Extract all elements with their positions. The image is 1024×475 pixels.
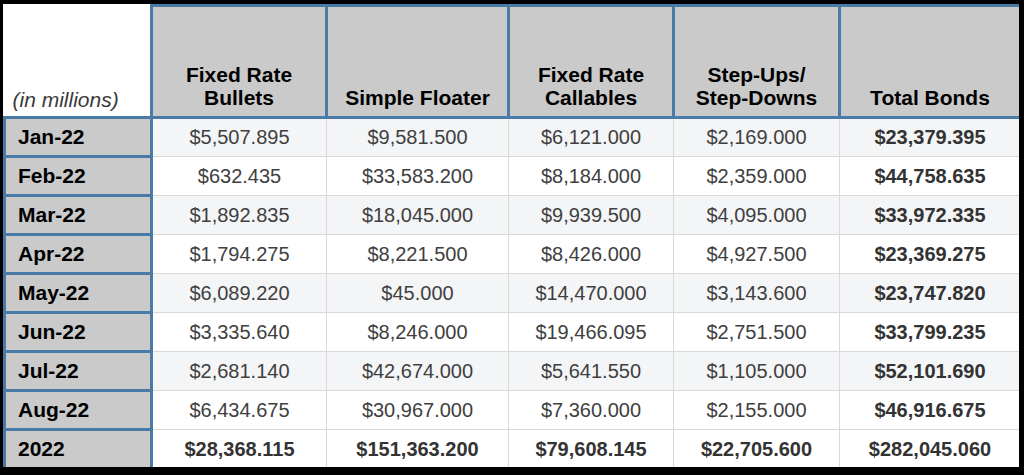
col-header-step-ups-step-downs: Step-Ups/ Step-Downs [674,6,840,118]
total-total-bonds: $282,045.060 [840,430,1021,469]
cell-jul-fixed-rate-callables: $5,641.550 [509,352,674,391]
row-label-may-22: May-22 [5,274,152,313]
cell-jul-total-bonds: $52,101.690 [840,352,1021,391]
table-row-mar-22: Mar-22 $1,892.835 $18,045.000 $9,939.500… [5,196,1021,235]
cell-jun-simple-floater: $8,246.000 [327,313,509,352]
row-label-jun-22: Jun-22 [5,313,152,352]
units-label: (in millions) [5,6,152,118]
table-row-aug-22: Aug-22 $6,434.675 $30,967.000 $7,360.000… [5,391,1021,430]
cell-jan-step-ups: $2,169.000 [674,118,840,157]
cell-feb-total-bonds: $44,758.635 [840,157,1021,196]
cell-mar-step-ups: $4,095.000 [674,196,840,235]
total-simple-floater: $151,363.200 [327,430,509,469]
cell-feb-step-ups: $2,359.000 [674,157,840,196]
cell-aug-fixed-rate-bullets: $6,434.675 [152,391,327,430]
cell-may-simple-floater: $45.000 [327,274,509,313]
cell-mar-fixed-rate-callables: $9,939.500 [509,196,674,235]
row-label-mar-22: Mar-22 [5,196,152,235]
cell-jun-fixed-rate-callables: $19,466.095 [509,313,674,352]
cell-aug-total-bonds: $46,916.675 [840,391,1021,430]
cell-feb-simple-floater: $33,583.200 [327,157,509,196]
cell-apr-fixed-rate-bullets: $1,794.275 [152,235,327,274]
cell-jan-fixed-rate-callables: $6,121.000 [509,118,674,157]
cell-mar-total-bonds: $33,972.335 [840,196,1021,235]
cell-jun-fixed-rate-bullets: $3,335.640 [152,313,327,352]
cell-may-total-bonds: $23,747.820 [840,274,1021,313]
cell-aug-fixed-rate-callables: $7,360.000 [509,391,674,430]
row-label-jul-22: Jul-22 [5,352,152,391]
table-row-jun-22: Jun-22 $3,335.640 $8,246.000 $19,466.095… [5,313,1021,352]
table-row-feb-22: Feb-22 $632.435 $33,583.200 $8,184.000 $… [5,157,1021,196]
row-label-aug-22: Aug-22 [5,391,152,430]
bond-monthly-table: (in millions) Fixed Rate Bullets Simple … [3,4,1022,470]
cell-jan-fixed-rate-bullets: $5,507.895 [152,118,327,157]
bond-table-frame: (in millions) Fixed Rate Bullets Simple … [0,0,1024,475]
cell-jun-total-bonds: $33,799.235 [840,313,1021,352]
table-row-jan-22: Jan-22 $5,507.895 $9,581.500 $6,121.000 … [5,118,1021,157]
cell-apr-fixed-rate-callables: $8,426.000 [509,235,674,274]
cell-may-step-ups: $3,143.600 [674,274,840,313]
cell-apr-step-ups: $4,927.500 [674,235,840,274]
row-label-apr-22: Apr-22 [5,235,152,274]
col-header-fixed-rate-bullets: Fixed Rate Bullets [152,6,327,118]
row-label-jan-22: Jan-22 [5,118,152,157]
cell-may-fixed-rate-bullets: $6,089.220 [152,274,327,313]
total-fixed-rate-callables: $79,608.145 [509,430,674,469]
cell-jan-simple-floater: $9,581.500 [327,118,509,157]
total-row-2022: 2022 $28,368.115 $151,363.200 $79,608.14… [5,430,1021,469]
cell-jul-step-ups: $1,105.000 [674,352,840,391]
cell-may-fixed-rate-callables: $14,470.000 [509,274,674,313]
cell-apr-simple-floater: $8,221.500 [327,235,509,274]
cell-jun-step-ups: $2,751.500 [674,313,840,352]
cell-jan-total-bonds: $23,379.395 [840,118,1021,157]
cell-mar-fixed-rate-bullets: $1,892.835 [152,196,327,235]
header-row: (in millions) Fixed Rate Bullets Simple … [5,6,1021,118]
cell-aug-simple-floater: $30,967.000 [327,391,509,430]
total-fixed-rate-bullets: $28,368.115 [152,430,327,469]
col-header-simple-floater: Simple Floater [327,6,509,118]
table-row-apr-22: Apr-22 $1,794.275 $8,221.500 $8,426.000 … [5,235,1021,274]
total-step-ups: $22,705.600 [674,430,840,469]
col-header-total-bonds: Total Bonds [840,6,1021,118]
total-row-label: 2022 [5,430,152,469]
cell-apr-total-bonds: $23,369.275 [840,235,1021,274]
cell-jul-simple-floater: $42,674.000 [327,352,509,391]
cell-jul-fixed-rate-bullets: $2,681.140 [152,352,327,391]
cell-feb-fixed-rate-callables: $8,184.000 [509,157,674,196]
row-label-feb-22: Feb-22 [5,157,152,196]
col-header-fixed-rate-callables: Fixed Rate Callables [509,6,674,118]
table-row-may-22: May-22 $6,089.220 $45.000 $14,470.000 $3… [5,274,1021,313]
cell-mar-simple-floater: $18,045.000 [327,196,509,235]
table-row-jul-22: Jul-22 $2,681.140 $42,674.000 $5,641.550… [5,352,1021,391]
cell-feb-fixed-rate-bullets: $632.435 [152,157,327,196]
cell-aug-step-ups: $2,155.000 [674,391,840,430]
